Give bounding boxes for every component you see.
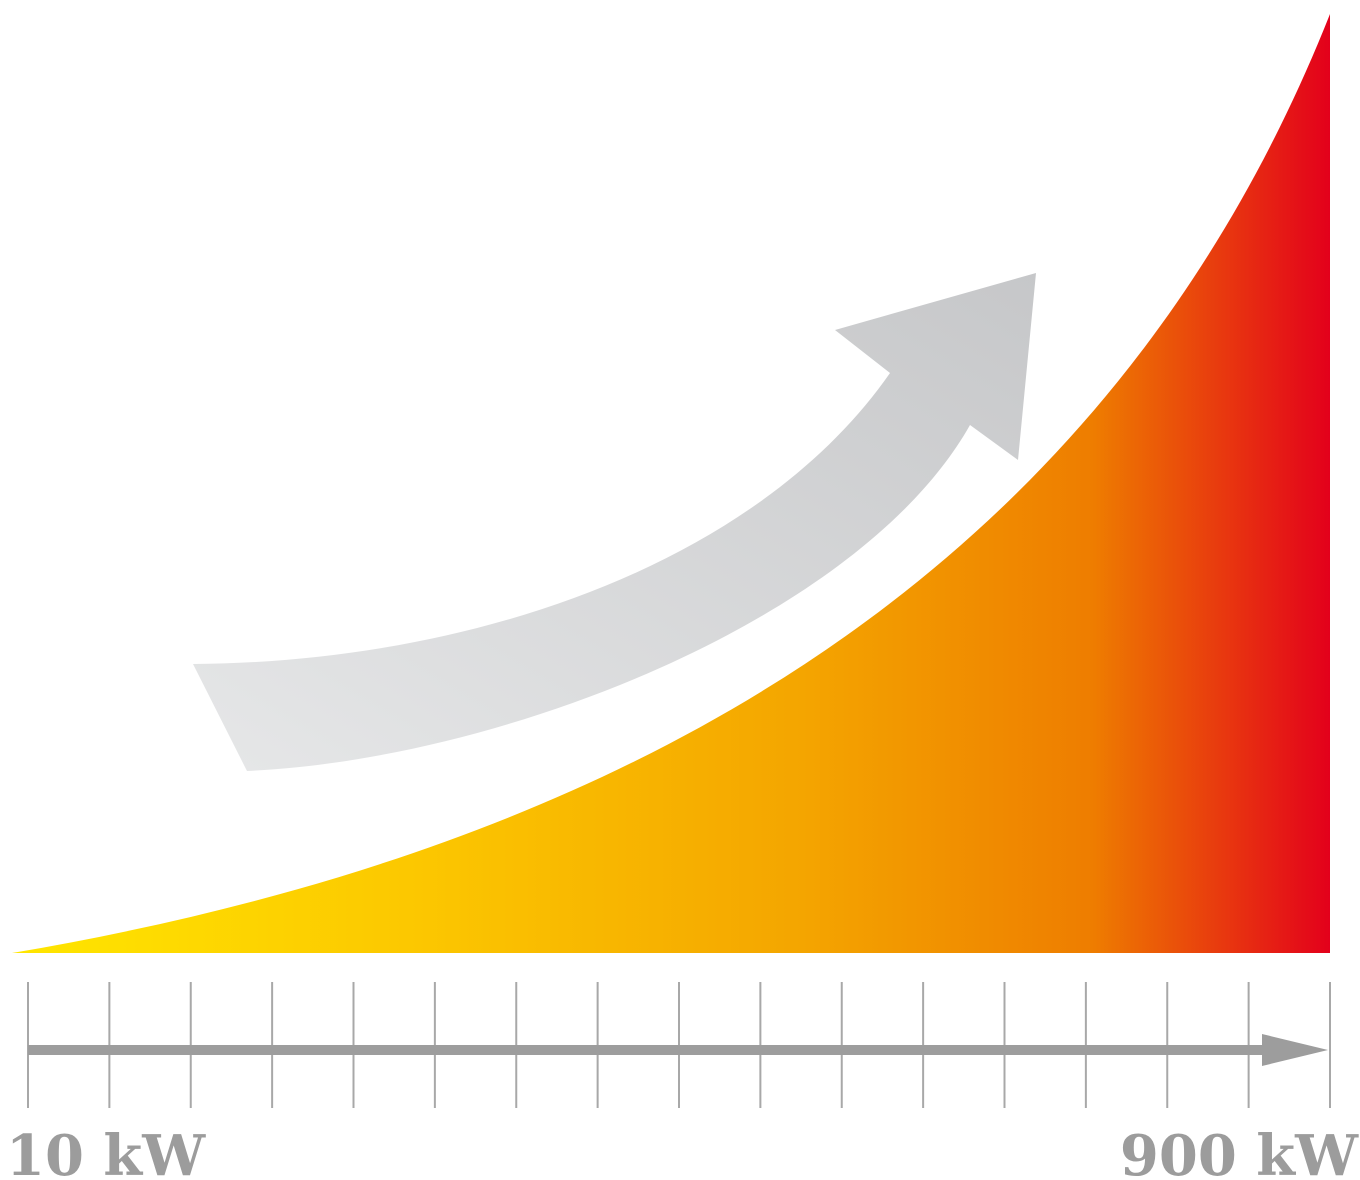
curved-up-arrow-icon — [193, 273, 1036, 771]
scale-start-label: 10 kW — [6, 1123, 206, 1180]
growth-curve-area — [12, 14, 1330, 953]
right-arrow-icon — [1262, 1034, 1328, 1066]
power-scale-axis — [27, 982, 1331, 1108]
scale-end-label: 900 kW — [1120, 1123, 1359, 1180]
